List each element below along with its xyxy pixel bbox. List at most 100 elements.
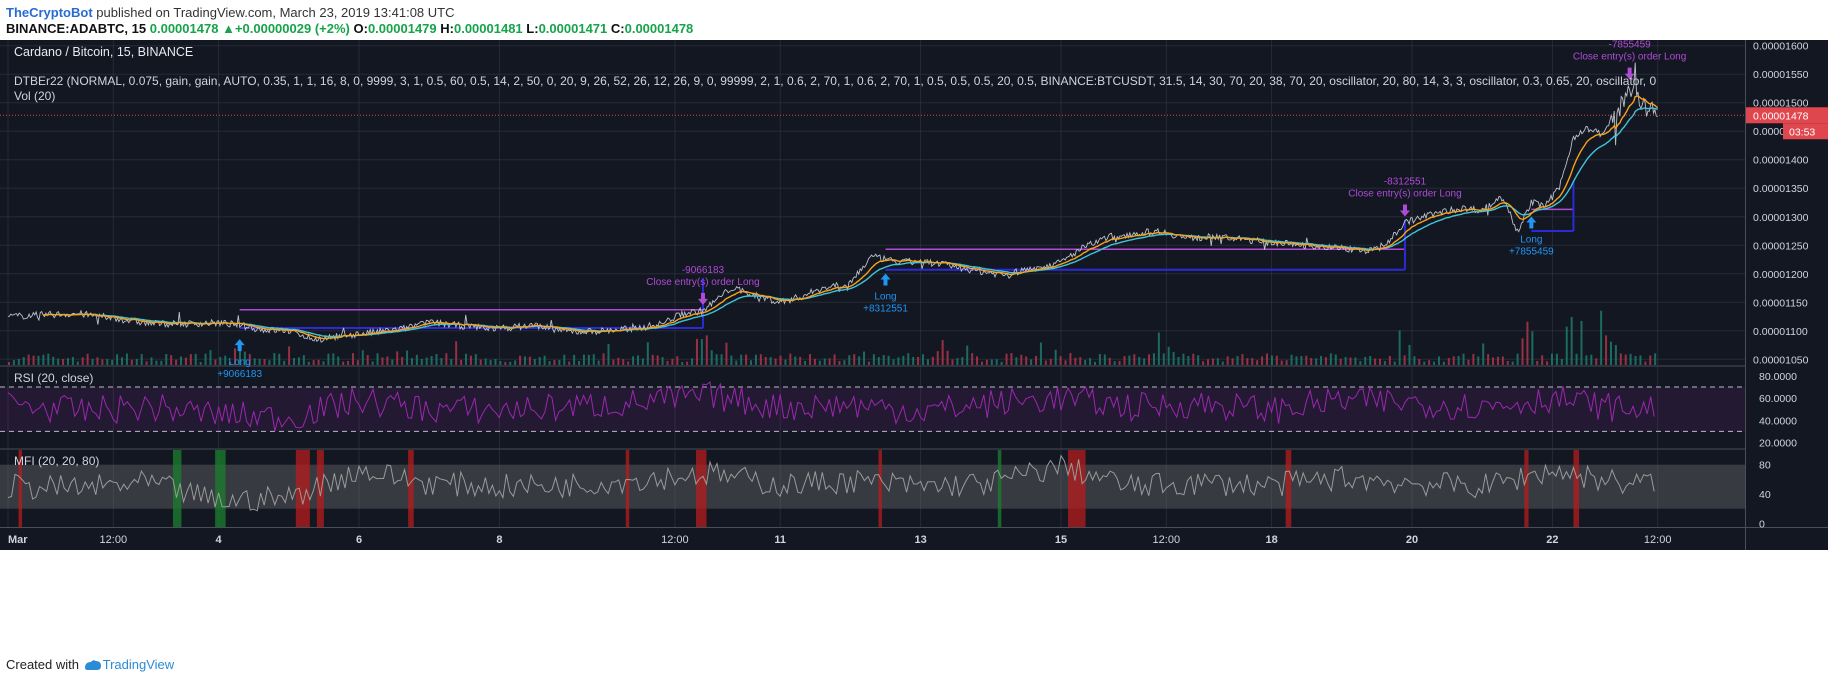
volume-bar bbox=[818, 360, 821, 365]
volume-bar bbox=[351, 353, 354, 365]
volume-bar bbox=[1492, 357, 1495, 365]
volume-bar bbox=[337, 356, 340, 365]
volume-bar bbox=[1590, 354, 1593, 365]
volume-bar bbox=[155, 360, 158, 365]
volume-bar bbox=[1275, 355, 1278, 365]
volume-bar bbox=[47, 353, 50, 365]
close-value: -9066183 bbox=[682, 265, 725, 276]
volume-bar bbox=[1398, 330, 1401, 365]
volume-bar bbox=[27, 354, 30, 365]
mfi-y-tick-label: 80 bbox=[1759, 460, 1771, 472]
volume-bar bbox=[91, 358, 94, 365]
volume-bar bbox=[1541, 355, 1544, 365]
volume-bar bbox=[238, 340, 241, 365]
volume-bar bbox=[553, 359, 556, 365]
rsi-y-tick-label: 80.0000 bbox=[1759, 371, 1797, 383]
volume-bar bbox=[22, 357, 25, 365]
volume-bar bbox=[371, 361, 374, 365]
volume-bar bbox=[1280, 360, 1283, 365]
volume-bar bbox=[750, 360, 753, 365]
volume-bar bbox=[1241, 354, 1244, 365]
volume-bar bbox=[1344, 356, 1347, 365]
volume-bar bbox=[1511, 361, 1514, 365]
mfi-overbought-zone bbox=[408, 450, 414, 527]
volume-legend: Vol (20) bbox=[14, 89, 55, 103]
volume-bar bbox=[843, 360, 846, 365]
volume-bar bbox=[523, 356, 526, 365]
volume-bar bbox=[597, 360, 600, 365]
x-tick-label: 11 bbox=[774, 534, 786, 546]
volume-bar bbox=[602, 353, 605, 365]
volume-bar bbox=[691, 358, 694, 365]
volume-bar bbox=[1108, 357, 1111, 365]
author-name[interactable]: TheCryptoBot bbox=[6, 5, 93, 20]
y-tick-label: 0.00001300 bbox=[1753, 212, 1809, 224]
volume-bar bbox=[990, 359, 993, 365]
volume-bar bbox=[725, 342, 728, 365]
volume-bar bbox=[1624, 354, 1627, 365]
volume-bar bbox=[1585, 355, 1588, 365]
volume-bar bbox=[1074, 357, 1077, 365]
volume-bar bbox=[578, 361, 581, 365]
volume-bar bbox=[636, 355, 639, 365]
volume-bar bbox=[1133, 354, 1136, 365]
volume-bar bbox=[1506, 360, 1509, 365]
volume-bar bbox=[504, 361, 507, 365]
volume-bar bbox=[376, 353, 379, 365]
volume-bar bbox=[1329, 353, 1332, 365]
volume-bar bbox=[887, 355, 890, 365]
volume-bar bbox=[229, 361, 232, 365]
volume-bar bbox=[695, 338, 698, 365]
volume-bar bbox=[833, 354, 836, 365]
volume-bar bbox=[1192, 353, 1195, 365]
volume-bar bbox=[627, 361, 630, 365]
volume-bar bbox=[966, 345, 969, 365]
volume-bar bbox=[234, 348, 237, 365]
volume-bar bbox=[607, 343, 610, 365]
mfi-overbought-zone bbox=[316, 450, 324, 527]
volume-bar bbox=[1531, 331, 1534, 365]
volume-bar bbox=[243, 351, 246, 365]
mfi-overbought-zone bbox=[1573, 450, 1580, 527]
volume-bar bbox=[1428, 360, 1431, 365]
volume-bar bbox=[1148, 354, 1151, 365]
volume-bar bbox=[1010, 353, 1013, 365]
volume-bar bbox=[37, 355, 40, 365]
volume-bar bbox=[1477, 356, 1480, 365]
x-tick-label: 12:00 bbox=[1153, 534, 1181, 546]
volume-bar bbox=[1285, 360, 1288, 365]
volume-bar bbox=[1211, 358, 1214, 365]
volume-bar bbox=[273, 353, 276, 365]
volume-bar bbox=[735, 360, 738, 365]
volume-bar bbox=[307, 361, 310, 365]
volume-bar bbox=[1388, 355, 1391, 365]
volume-bar bbox=[361, 350, 364, 365]
volume-bar bbox=[617, 357, 620, 365]
volume-bar bbox=[730, 355, 733, 365]
close-value: -8312551 bbox=[1384, 176, 1427, 187]
volume-bar bbox=[1216, 358, 1219, 365]
y-tick-label: 0.00001200 bbox=[1753, 269, 1809, 281]
price-series bbox=[7, 62, 1658, 343]
y-tick-label: 0.00001550 bbox=[1753, 69, 1809, 81]
long-value: +8312551 bbox=[863, 304, 908, 315]
volume-bar bbox=[170, 355, 173, 365]
volume-bar bbox=[1324, 357, 1327, 365]
tradingview-link[interactable]: TradingView bbox=[102, 657, 175, 672]
volume-bar bbox=[867, 361, 870, 365]
volume-bar bbox=[1118, 360, 1121, 365]
volume-bar bbox=[877, 357, 880, 365]
rsi-y-tick-label: 20.0000 bbox=[1759, 437, 1797, 449]
volume-bar bbox=[961, 357, 964, 365]
tradingview-logo-icon bbox=[84, 660, 101, 670]
volume-bar bbox=[1265, 353, 1268, 365]
volume-bar bbox=[12, 360, 15, 365]
volume-bar bbox=[1413, 356, 1416, 365]
volume-bar bbox=[1157, 332, 1160, 365]
x-tick-label: 12:00 bbox=[100, 534, 128, 546]
volume-bar bbox=[1605, 335, 1608, 365]
volume-bar bbox=[425, 357, 428, 365]
volume-bar bbox=[789, 353, 792, 365]
volume-bar bbox=[489, 359, 492, 365]
trading-chart[interactable]: Mar 12:00 4 6 8 12:00 11 13 15 12:00 18 20 22 12:00 0.… bbox=[0, 40, 1828, 646]
